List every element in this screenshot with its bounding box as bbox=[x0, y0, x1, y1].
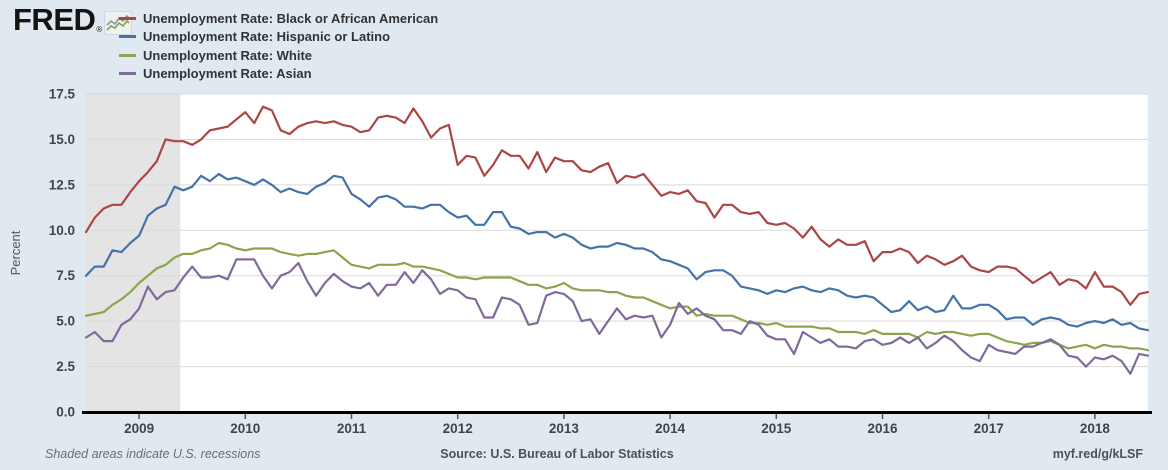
legend-item-white[interactable]: Unemployment Rate: White bbox=[119, 46, 438, 65]
recession-shading-band bbox=[86, 94, 181, 412]
series-line-hispanic-or-latino bbox=[84, 172, 1150, 332]
x-axis-year-label: 2010 bbox=[230, 421, 260, 436]
legend-item-asian[interactable]: Unemployment Rate: Asian bbox=[119, 65, 438, 84]
y-axis-tick-label: 2.5 bbox=[56, 359, 75, 374]
legend: Unemployment Rate: Black or African Amer… bbox=[119, 9, 438, 83]
y-axis-tick-label: 7.5 bbox=[56, 268, 75, 283]
fred-logo-text: FRED bbox=[13, 2, 96, 37]
legend-label: Unemployment Rate: Black or African Amer… bbox=[143, 10, 439, 26]
series-line-asian bbox=[84, 258, 1150, 375]
legend-line-swatch bbox=[119, 72, 136, 76]
x-axis-year-label: 2017 bbox=[974, 421, 1004, 436]
series-line-black-or-african-american bbox=[84, 105, 1150, 306]
x-axis-line bbox=[82, 411, 1152, 414]
x-axis-year-label: 2009 bbox=[124, 421, 154, 436]
y-axis-tick-label: 10.0 bbox=[49, 223, 75, 238]
x-axis-year-label: 2016 bbox=[867, 421, 898, 436]
short-url-link[interactable]: myf.red/g/kLSF bbox=[1052, 447, 1143, 461]
x-axis-year-label: 2015 bbox=[761, 421, 792, 436]
y-axis-title: Percent bbox=[8, 230, 23, 275]
legend-label: Unemployment Rate: Asian bbox=[143, 66, 312, 82]
legend-label: Unemployment Rate: White bbox=[143, 47, 313, 63]
y-axis-tick-label: 17.5 bbox=[49, 87, 76, 102]
legend-item-black-or-african-american[interactable]: Unemployment Rate: Black or African Amer… bbox=[119, 9, 438, 28]
legend-line-swatch bbox=[119, 16, 136, 20]
legend-line-swatch bbox=[119, 35, 136, 39]
y-axis-tick-label: 0.0 bbox=[56, 405, 75, 420]
x-axis-year-label: 2011 bbox=[337, 421, 367, 436]
y-axis-tick-label: 12.5 bbox=[49, 177, 76, 192]
plot-area[interactable] bbox=[86, 94, 1148, 412]
y-axis-tick-label: 5.0 bbox=[56, 314, 75, 329]
fred-logo[interactable]: FRED ® bbox=[13, 2, 133, 37]
legend-label: Unemployment Rate: Hispanic or Latino bbox=[143, 29, 391, 45]
fred-sparkline-icon bbox=[104, 11, 133, 35]
legend-item-hispanic-or-latino[interactable]: Unemployment Rate: Hispanic or Latino bbox=[119, 28, 438, 47]
series-line-white bbox=[84, 241, 1150, 352]
x-axis-year-label: 2012 bbox=[443, 421, 473, 436]
recession-shading-note: Shaded areas indicate U.S. recessions bbox=[45, 447, 261, 461]
x-axis-year-label: 2014 bbox=[655, 421, 686, 436]
data-source-text: Source: U.S. Bureau of Labor Statistics bbox=[440, 447, 674, 461]
legend-line-swatch bbox=[119, 53, 136, 57]
registered-trademark-symbol: ® bbox=[96, 25, 103, 34]
x-axis-year-label: 2018 bbox=[1080, 421, 1111, 436]
y-axis-tick-label: 15.0 bbox=[49, 132, 75, 147]
x-axis-year-label: 2013 bbox=[549, 421, 580, 436]
